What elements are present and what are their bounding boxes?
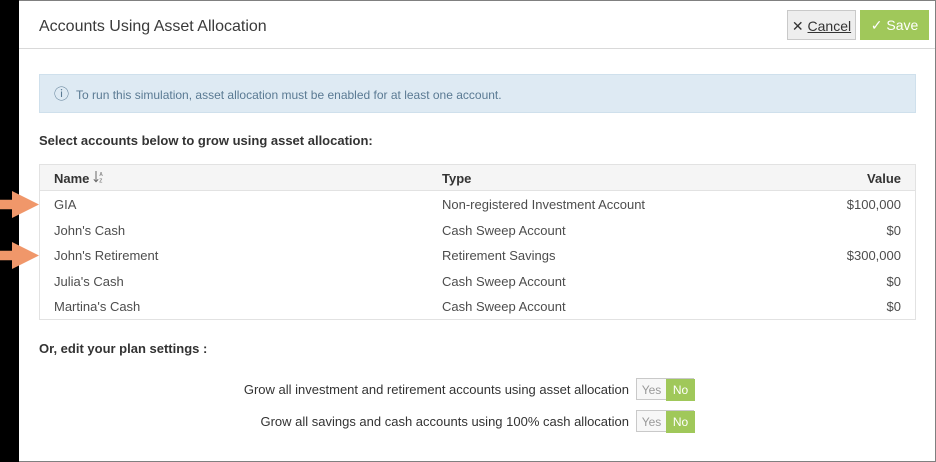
svg-text:Z: Z (99, 179, 102, 185)
svg-text:A: A (99, 172, 103, 178)
